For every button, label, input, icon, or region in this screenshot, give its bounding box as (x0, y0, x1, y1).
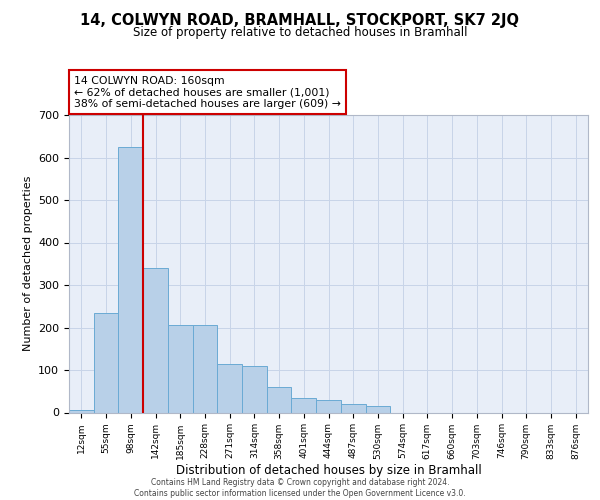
Bar (193, 326, 217, 412)
Bar (365, 406, 390, 412)
Bar (217, 364, 242, 412)
Bar (292, 398, 316, 412)
Text: 14 COLWYN ROAD: 160sqm
← 62% of detached houses are smaller (1,001)
38% of semi-: 14 COLWYN ROAD: 160sqm ← 62% of detached… (74, 76, 341, 109)
X-axis label: Distribution of detached houses by size in Bramhall: Distribution of detached houses by size … (176, 464, 481, 477)
Bar (316, 400, 341, 412)
Bar (242, 366, 267, 412)
Bar (267, 387, 292, 412)
Bar (118, 147, 143, 412)
Text: 14, COLWYN ROAD, BRAMHALL, STOCKPORT, SK7 2JQ: 14, COLWYN ROAD, BRAMHALL, STOCKPORT, SK… (80, 12, 520, 28)
Bar (69, 410, 94, 412)
Bar (143, 268, 168, 412)
Bar (341, 404, 365, 412)
Bar (168, 326, 193, 412)
Text: Contains HM Land Registry data © Crown copyright and database right 2024.
Contai: Contains HM Land Registry data © Crown c… (134, 478, 466, 498)
Y-axis label: Number of detached properties: Number of detached properties (23, 176, 32, 352)
Text: Size of property relative to detached houses in Bramhall: Size of property relative to detached ho… (133, 26, 467, 39)
Bar (94, 312, 118, 412)
